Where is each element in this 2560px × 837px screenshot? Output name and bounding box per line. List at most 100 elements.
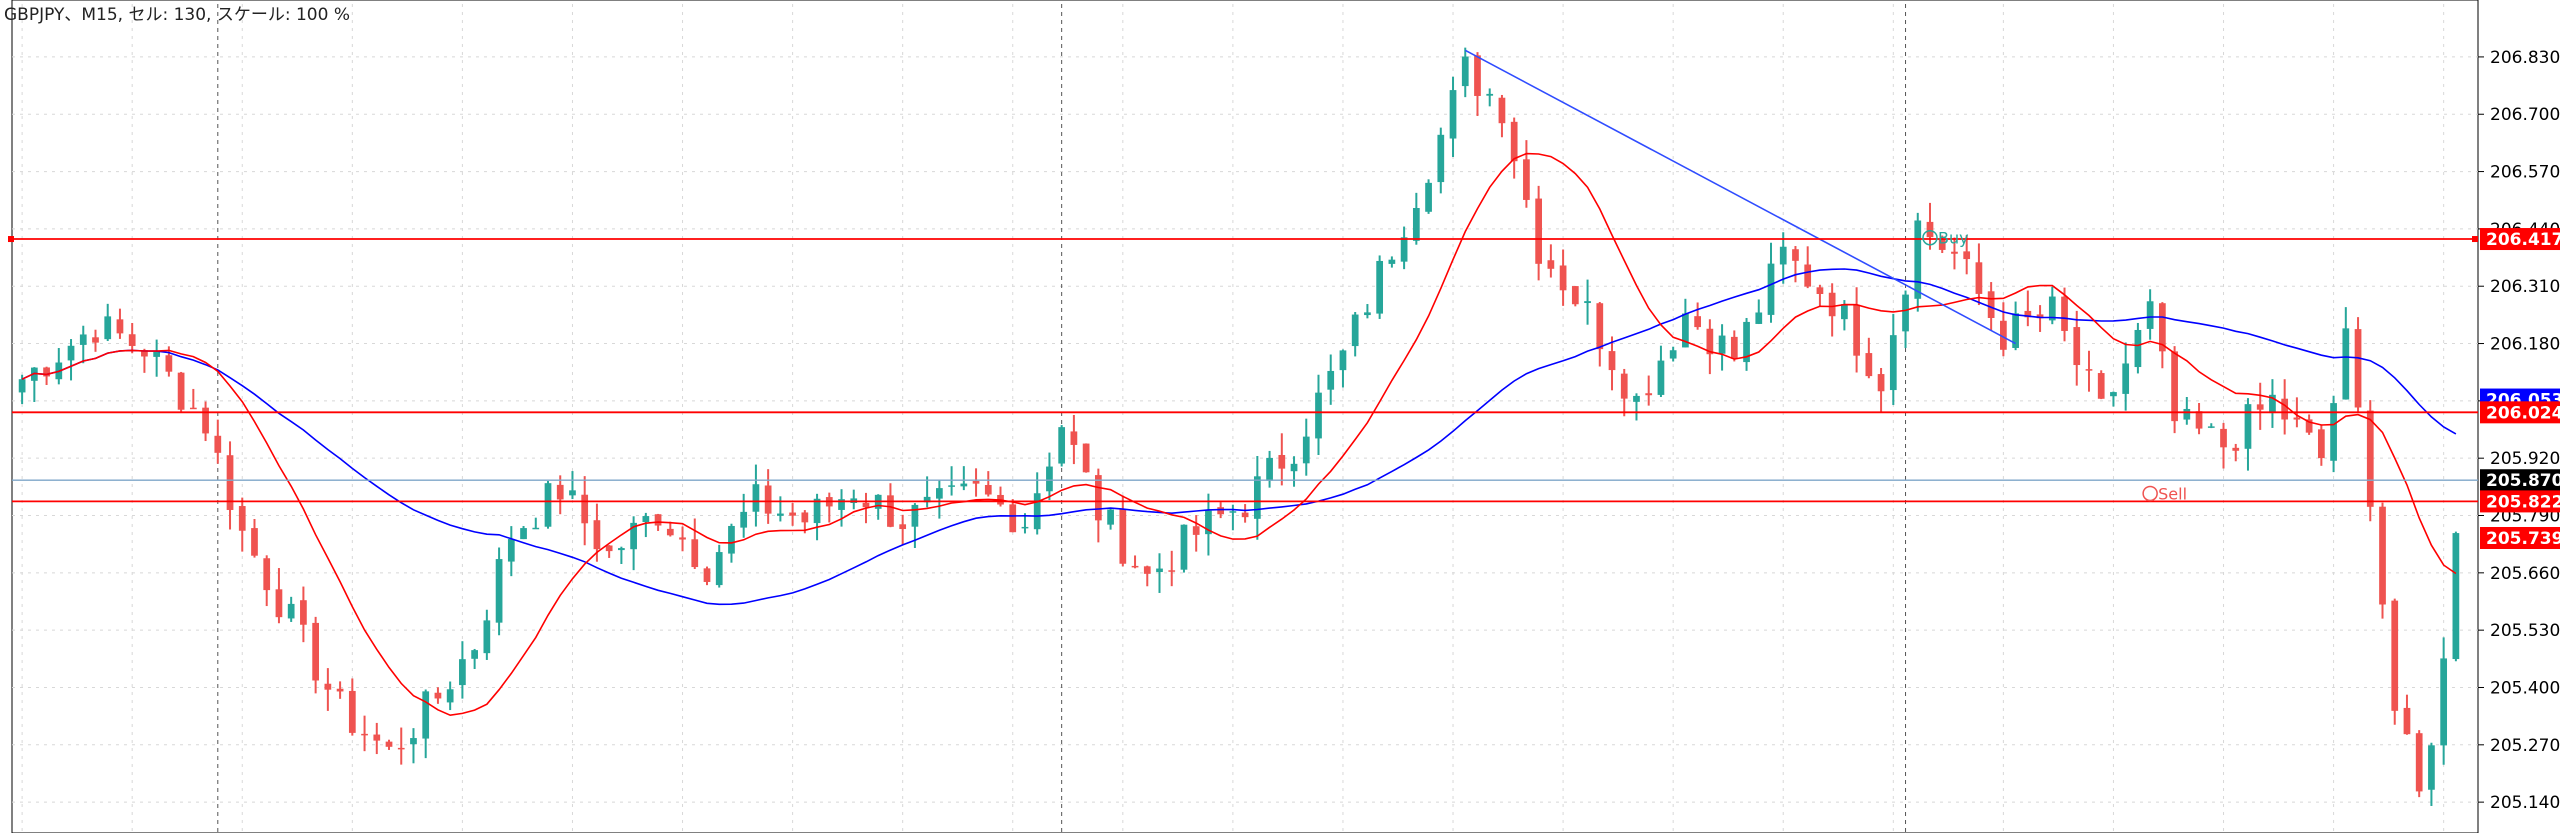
candle-body: [2061, 296, 2068, 331]
price-tag: [2480, 401, 2560, 424]
candle-body: [92, 337, 99, 343]
candle-body: [789, 512, 796, 516]
candle-body: [300, 600, 307, 625]
candle-body: [544, 483, 552, 527]
price-tag-label: 206.024: [2486, 403, 2560, 423]
candle-body: [1266, 457, 1273, 481]
candle-body: [2232, 447, 2240, 451]
candle-body: [2403, 707, 2411, 735]
candle-body: [397, 747, 405, 750]
candle-body: [1510, 121, 1518, 162]
candle-body: [141, 350, 148, 357]
ma-fast-line: [21, 152, 2457, 717]
candle-body: [1339, 350, 1347, 371]
candle-body: [1938, 239, 1946, 250]
candle-body: [1156, 568, 1163, 573]
candle-body: [1217, 507, 1225, 515]
candle-body: [361, 733, 368, 736]
candle-body: [1376, 260, 1384, 314]
candle-body: [1779, 246, 1787, 265]
candle-body: [2085, 369, 2093, 371]
candle-body: [2097, 373, 2105, 399]
level-anchor-left: [8, 236, 14, 243]
candle-body: [1841, 304, 1848, 320]
candle-body: [838, 499, 845, 510]
candle-body: [1951, 251, 1958, 254]
candle-body: [764, 485, 772, 514]
trade-marker-label: Sell: [2158, 484, 2187, 503]
candle-body: [507, 539, 515, 562]
candle-body: [1021, 526, 1029, 529]
candle-body: [2195, 411, 2203, 429]
price-tag-label: 205.870: [2486, 471, 2560, 491]
candle-body: [214, 435, 222, 453]
candle-body: [1718, 335, 1726, 354]
candle-body: [410, 738, 417, 745]
candle-body: [1633, 395, 1640, 402]
candle-body: [2036, 314, 2044, 319]
candle-body: [1853, 304, 1860, 356]
candle-body: [1828, 292, 1836, 317]
candle-body: [1596, 303, 1604, 350]
trade-marker-label: Buy: [1938, 229, 1969, 248]
candle-body: [471, 650, 478, 659]
candle-body: [2317, 429, 2325, 459]
candle-body: [1388, 259, 1396, 264]
trade-marker: [1922, 229, 1938, 246]
candle-body: [728, 525, 735, 554]
candle-body: [654, 514, 662, 526]
candle-body: [1009, 504, 1017, 533]
candle-body: [1107, 509, 1114, 525]
candle-body: [1730, 336, 1738, 359]
candle-body: [2256, 404, 2264, 410]
y-tick-label: 205.660: [2490, 564, 2560, 584]
candle-body: [177, 372, 185, 410]
candle-body: [336, 688, 344, 692]
candle-body: [740, 511, 748, 528]
trade-marker: [2142, 485, 2158, 502]
candle-body: [2159, 303, 2166, 352]
candle-body: [1241, 512, 1249, 518]
candle-body: [1400, 237, 1408, 262]
candle-body: [1119, 508, 1127, 564]
candle-body: [1559, 265, 1567, 291]
y-tick-label: 206.310: [2490, 277, 2560, 297]
candle-body: [2024, 310, 2032, 318]
candle-body: [385, 741, 393, 747]
candle-body: [1168, 570, 1176, 572]
candle-body: [1082, 443, 1090, 473]
trendline: [1464, 49, 2016, 345]
candle-body: [2183, 408, 2191, 420]
candle-body: [2354, 329, 2362, 408]
candle-body: [556, 484, 564, 500]
candle-body: [2428, 745, 2435, 790]
candle-body: [2379, 506, 2386, 605]
y-tick-label: 206.180: [2490, 335, 2560, 355]
candle-body: [752, 484, 760, 512]
candle-body: [1792, 249, 1799, 261]
candle-body: [1914, 220, 1922, 299]
candle-body: [630, 522, 637, 550]
ma-slow-line: [21, 268, 2457, 606]
candle-body: [1816, 287, 1824, 294]
candle-body: [1278, 454, 1286, 469]
candle-body: [1669, 350, 1677, 359]
candle-body: [1070, 431, 1078, 445]
candle-body: [202, 407, 209, 434]
candle-body: [520, 528, 527, 540]
candle-body: [1571, 286, 1579, 305]
candle-body: [1865, 353, 1873, 377]
candle-body: [960, 483, 968, 487]
candle-body: [1889, 335, 1897, 391]
candle-body: [2330, 403, 2337, 461]
candle-body: [238, 506, 246, 531]
candle-body: [2012, 313, 2019, 348]
candle-body: [1315, 392, 1322, 439]
candle-body: [532, 527, 540, 530]
candle-body: [312, 622, 319, 681]
candle-body: [1033, 493, 1041, 530]
y-tick-label: 206.830: [2490, 48, 2560, 68]
candle-body: [801, 512, 809, 523]
